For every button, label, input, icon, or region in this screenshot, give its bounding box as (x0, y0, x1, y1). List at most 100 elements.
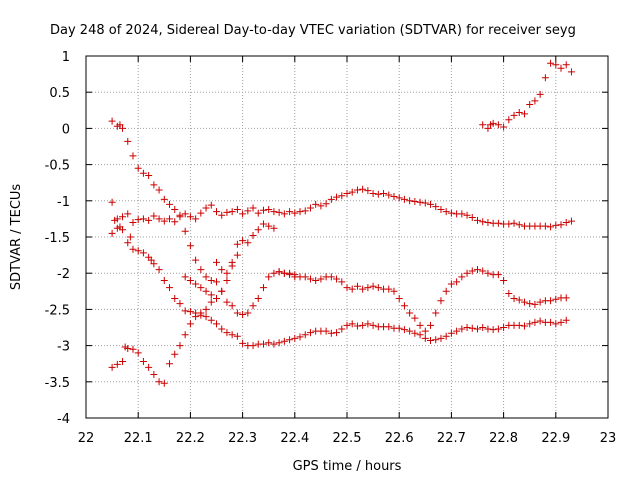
data-point (385, 191, 393, 199)
x-axis-label: GPS time / hours (293, 459, 402, 474)
y-tick-label: 0.5 (49, 86, 70, 101)
data-point (306, 204, 314, 212)
data-point (416, 321, 424, 329)
data-point (500, 324, 508, 331)
data-point (353, 186, 361, 194)
x-tick-label: 22.6 (385, 431, 414, 446)
data-point (552, 320, 560, 328)
data-point (296, 333, 304, 341)
data-point (129, 219, 137, 227)
data-point (119, 213, 127, 221)
data-point (280, 210, 288, 218)
data-point (547, 59, 555, 67)
x-tick-label: 22.5 (333, 431, 362, 446)
data-point (150, 260, 158, 268)
data-point (562, 316, 570, 324)
data-point (547, 297, 555, 305)
y-axis-label: SDTVAR / TECUs (9, 184, 24, 291)
data-point (333, 193, 341, 201)
data-point (447, 329, 455, 337)
data-point (265, 222, 273, 230)
data-point (213, 295, 220, 303)
data-point (327, 195, 335, 203)
data-point (421, 199, 429, 207)
data-point (338, 278, 346, 286)
data-point (494, 219, 502, 227)
data-point (259, 340, 267, 348)
data-point (536, 317, 544, 325)
data-point (364, 320, 372, 328)
data-point (343, 321, 351, 329)
data-point (385, 323, 393, 331)
series-upper-band (108, 185, 575, 237)
data-point (369, 282, 377, 290)
y-axis: -4 -3.5 -3 -2.5 -2 -1.5 -1 -0.5 0 0.5 1 (45, 50, 608, 427)
data-point (479, 218, 487, 226)
data-point (411, 329, 419, 337)
y-tick-label: -0.5 (45, 159, 70, 174)
data-point (453, 278, 461, 286)
series-middle-band (108, 220, 570, 387)
y-tick-label: -3.5 (45, 376, 70, 391)
data-point (181, 273, 189, 281)
data-point (526, 320, 534, 328)
data-point (139, 358, 147, 366)
y-tick-label: -2.5 (45, 303, 70, 318)
data-point (484, 124, 492, 132)
data-point (468, 267, 476, 275)
y-tick-label: -3 (57, 340, 70, 355)
data-point (176, 342, 184, 350)
data-point (239, 310, 247, 318)
data-point (547, 223, 555, 231)
data-point (380, 190, 388, 198)
data-point (254, 226, 262, 234)
data-point (228, 208, 236, 216)
data-point (458, 325, 466, 333)
data-point (207, 201, 215, 209)
data-point (181, 307, 189, 315)
data-point (348, 285, 356, 293)
data-point (108, 229, 116, 237)
data-point (505, 220, 513, 228)
series-descending-1 (108, 198, 570, 350)
data-point (265, 205, 273, 213)
data-point (249, 204, 257, 212)
data-point (145, 363, 153, 371)
data-point (280, 269, 288, 277)
chart-title: Day 248 of 2024, Sidereal Day-to-day VTE… (50, 23, 576, 38)
data-point (400, 302, 408, 310)
data-point (197, 266, 205, 274)
data-point (155, 215, 163, 223)
data-point (166, 284, 174, 292)
data-point (364, 187, 372, 195)
data-point (353, 322, 361, 330)
data-point (520, 110, 528, 118)
data-point (343, 190, 351, 198)
data-point (515, 321, 523, 329)
data-point (557, 221, 565, 229)
data-point (437, 297, 445, 305)
data-point (437, 205, 445, 213)
data-point (113, 215, 121, 223)
data-point (400, 195, 408, 203)
data-point (359, 285, 367, 293)
data-point (286, 208, 294, 216)
data-point (494, 121, 502, 129)
series-descending-2 (108, 117, 299, 318)
data-point (192, 313, 200, 321)
data-point (129, 345, 137, 353)
data-point (390, 192, 398, 200)
data-point (416, 198, 424, 206)
data-point (171, 218, 179, 226)
data-point (442, 208, 450, 216)
data-point (166, 360, 174, 368)
data-point (233, 205, 241, 213)
data-point (129, 245, 137, 253)
data-point (108, 117, 116, 125)
data-point (197, 309, 205, 317)
data-point (249, 342, 257, 350)
data-point (520, 322, 528, 330)
data-point (463, 211, 471, 219)
data-point (494, 325, 502, 333)
